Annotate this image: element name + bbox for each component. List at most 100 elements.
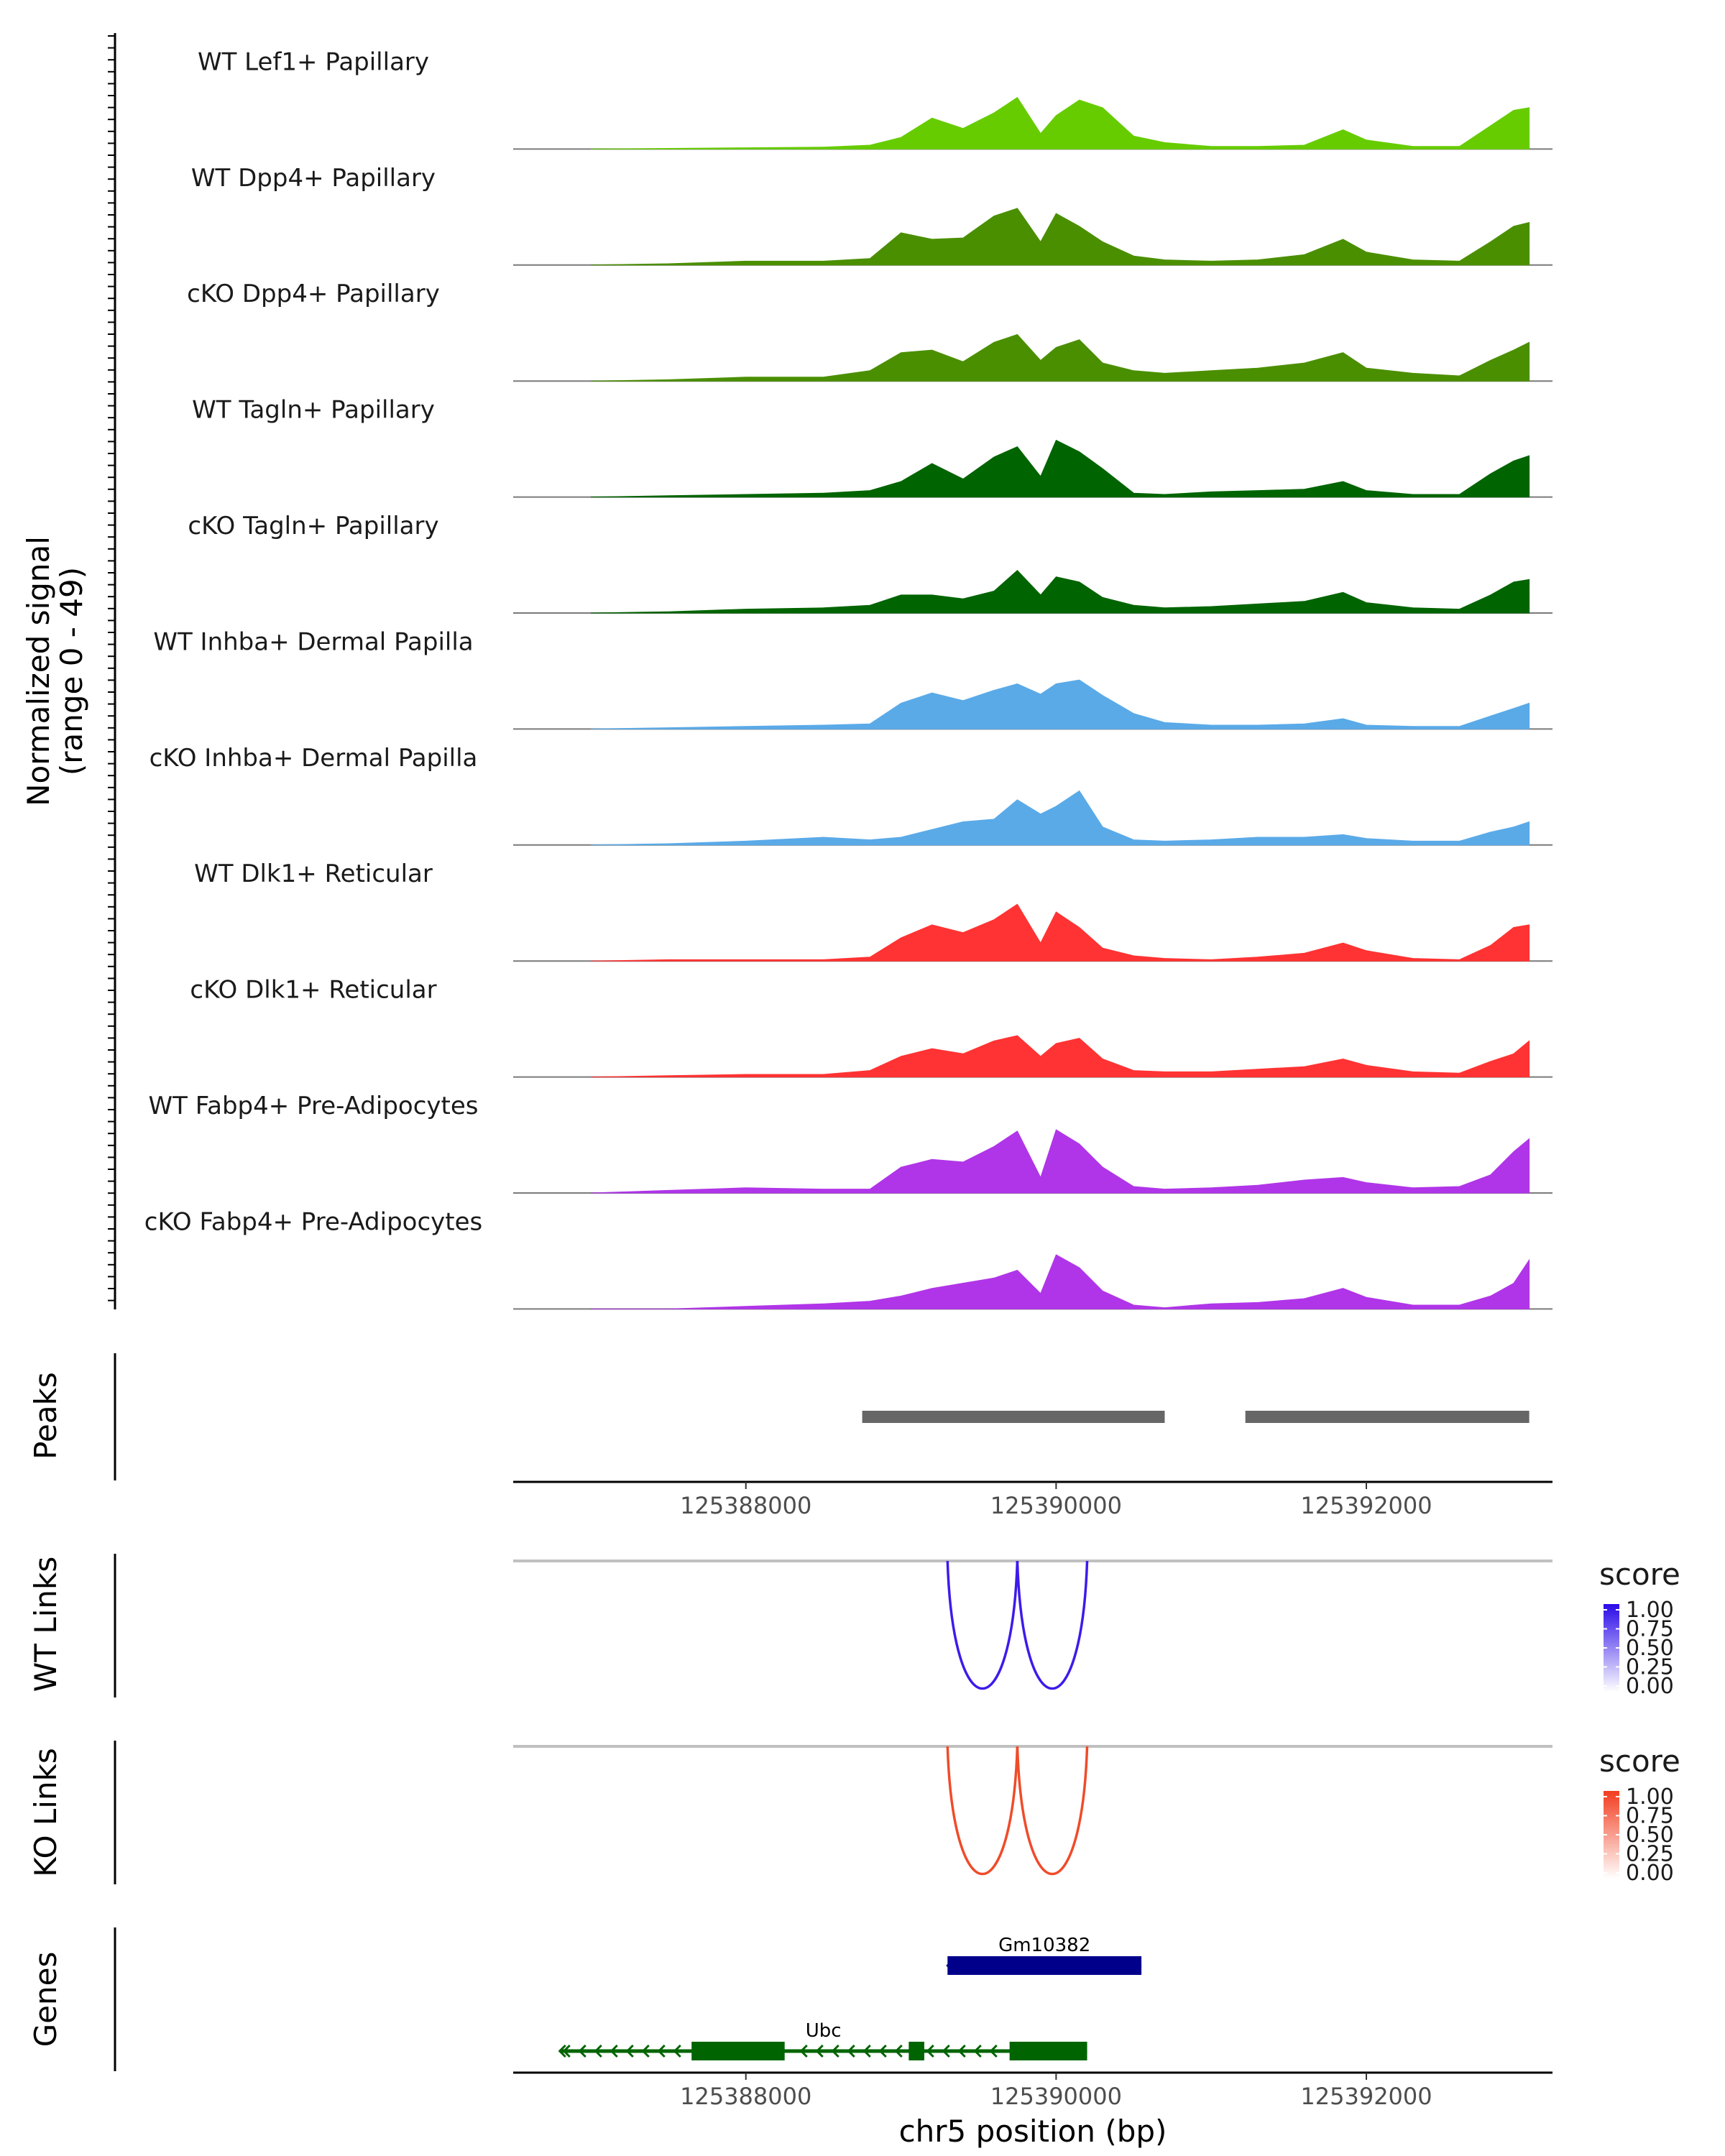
ko-legend-colorbar — [1604, 1791, 1619, 1879]
peaks-y-axis-title: Peaks — [28, 1372, 63, 1460]
coverage-track: WT Inhba+ Dermal Papilla — [153, 627, 1552, 730]
strand-chevron — [894, 2044, 903, 2058]
coverage-y-axis-ticks — [108, 35, 115, 1302]
strand-chevron — [641, 2044, 650, 2058]
gene-exon — [1009, 2042, 1087, 2060]
wt-score-legend: score 1.000.750.500.250.00 — [1599, 1557, 1680, 1699]
wt-legend-colorbar — [1604, 1604, 1619, 1692]
coverage-area — [590, 96, 1530, 149]
strand-chevron — [847, 2044, 855, 2058]
gene-models: Gm10382 Ubc — [558, 1935, 1142, 2060]
coverage-area — [590, 679, 1530, 729]
coverage-track: WT Lef1+ Papillary — [198, 47, 1552, 150]
legend-tick-label: 0.00 — [1626, 1861, 1674, 1886]
link-arc — [1016, 1746, 1089, 1876]
wt-legend-ticks: 1.000.750.500.250.00 — [1604, 1598, 1674, 1699]
gene-exon — [947, 1956, 1142, 1975]
coverage-track: cKO Fabp4+ Pre-Adipocytes — [144, 1207, 1552, 1310]
strand-chevron — [942, 2044, 950, 2058]
coverage-area — [590, 570, 1530, 614]
x-axis-tick-label: 125392000 — [1300, 2083, 1432, 2110]
coverage-track: WT Tagln+ Papillary — [192, 396, 1552, 498]
strand-chevron — [625, 2044, 634, 2058]
peaks-segments — [862, 1411, 1530, 1423]
coverage-track-label: cKO Fabp4+ Pre-Adipocytes — [144, 1207, 483, 1236]
coverage-y-axis-range: (range 0 - 49) — [54, 567, 89, 775]
strand-chevron — [594, 2044, 602, 2058]
strand-chevron — [831, 2044, 840, 2058]
coverage-track-label: WT Fabp4+ Pre-Adipocytes — [149, 1092, 479, 1120]
coverage-track: cKO Dpp4+ Papillary — [187, 280, 1552, 382]
coverage-area — [590, 1254, 1530, 1309]
coverage-area — [590, 1035, 1530, 1078]
coverage-area — [590, 790, 1530, 846]
x-axis-tick-label: 125388000 — [680, 2083, 811, 2110]
strand-chevron — [957, 2044, 966, 2058]
peaks-x-axis-ticks: 125388000 125390000 125392000 — [680, 1482, 1432, 1519]
coverage-track-label: WT Tagln+ Papillary — [192, 396, 435, 425]
strand-chevron — [799, 2044, 808, 2058]
coverage-track-label: cKO Dlk1+ Reticular — [190, 976, 436, 1005]
coverage-track-label: WT Inhba+ Dermal Papilla — [153, 627, 473, 656]
ko-links-arcs — [946, 1746, 1089, 1876]
gene-exon — [691, 2042, 785, 2060]
coverage-tracks: WT Lef1+ Papillary WT Dpp4+ Papillary cKO … — [144, 47, 1552, 1310]
coverage-track: WT Dlk1+ Reticular — [194, 860, 1552, 962]
coverage-track: cKO Dlk1+ Reticular — [190, 976, 1552, 1078]
gene-model: Gm10382 — [946, 1935, 1142, 1975]
coverage-track: cKO Tagln+ Papillary — [188, 512, 1552, 614]
legend-tick-label: 1.00 — [1626, 1784, 1674, 1810]
coverage-track-label: WT Dpp4+ Papillary — [191, 164, 436, 193]
legend-tick-label: 0.00 — [1626, 1674, 1674, 1699]
strand-chevron — [878, 2044, 887, 2058]
strand-chevron — [673, 2044, 681, 2058]
legend-tick-label: 0.50 — [1626, 1823, 1674, 1848]
legend-tick-label: 0.25 — [1626, 1655, 1674, 1680]
x-axis-tick-label: 125390000 — [990, 1492, 1122, 1519]
gene-name-label: Ubc — [806, 2020, 842, 2042]
strand-chevron — [815, 2044, 824, 2058]
legend-tick-label: 0.50 — [1626, 1636, 1674, 1661]
strand-chevron — [657, 2044, 666, 2058]
peak-segment — [862, 1411, 1165, 1423]
coverage-area — [590, 208, 1530, 266]
x-axis-tick-label: 125392000 — [1300, 1492, 1432, 1519]
strand-chevron — [973, 2044, 982, 2058]
coverage-track-label: cKO Dpp4+ Papillary — [187, 280, 440, 308]
ko-legend-title: score — [1599, 1743, 1680, 1779]
legend-tick-label: 0.25 — [1626, 1842, 1674, 1867]
coverage-area — [590, 439, 1530, 498]
ko-legend-ticks: 1.000.750.500.250.00 — [1604, 1784, 1674, 1886]
coverage-track-label: cKO Tagln+ Papillary — [188, 512, 438, 540]
gene-exon — [908, 2042, 924, 2060]
coverage-track: WT Fabp4+ Pre-Adipocytes — [149, 1092, 1552, 1194]
x-axis-tick-label: 125390000 — [990, 2083, 1122, 2110]
link-arc — [1016, 1560, 1089, 1690]
coverage-track-label: WT Lef1+ Papillary — [198, 47, 429, 76]
strand-chevron — [610, 2044, 618, 2058]
coverage-track: cKO Inhba+ Dermal Papilla — [150, 744, 1552, 846]
wt-legend-title: score — [1599, 1557, 1680, 1592]
strand-chevron — [558, 2044, 566, 2058]
strand-chevron — [562, 2044, 571, 2058]
ko-score-legend: score 1.000.750.500.250.00 — [1599, 1743, 1680, 1886]
genes-x-axis-ticks: 125388000 125390000 125392000 — [680, 2073, 1432, 2110]
coverage-track: WT Dpp4+ Papillary — [191, 164, 1552, 266]
gene-model: Ubc — [558, 2020, 1087, 2060]
gene-name-label: Gm10382 — [998, 1935, 1090, 1956]
legend-tick-label: 1.00 — [1626, 1598, 1674, 1623]
link-arc — [946, 1560, 1019, 1690]
coverage-area — [590, 903, 1530, 962]
coverage-track-label: cKO Inhba+ Dermal Papilla — [150, 744, 478, 773]
coverage-y-axis-title: Normalized signal — [21, 536, 56, 806]
ko-links-y-axis-title: KO Links — [28, 1748, 63, 1877]
link-arc — [946, 1746, 1019, 1876]
legend-tick-label: 0.75 — [1626, 1617, 1674, 1642]
coverage-track-label: WT Dlk1+ Reticular — [194, 860, 433, 888]
x-axis-tick-label: 125388000 — [680, 1492, 811, 1519]
wt-links-arcs — [946, 1560, 1089, 1690]
coverage-area — [590, 333, 1530, 382]
genes-x-axis-title: chr5 position (bp) — [899, 2114, 1167, 2149]
wt-links-y-axis-title: WT Links — [28, 1557, 63, 1692]
